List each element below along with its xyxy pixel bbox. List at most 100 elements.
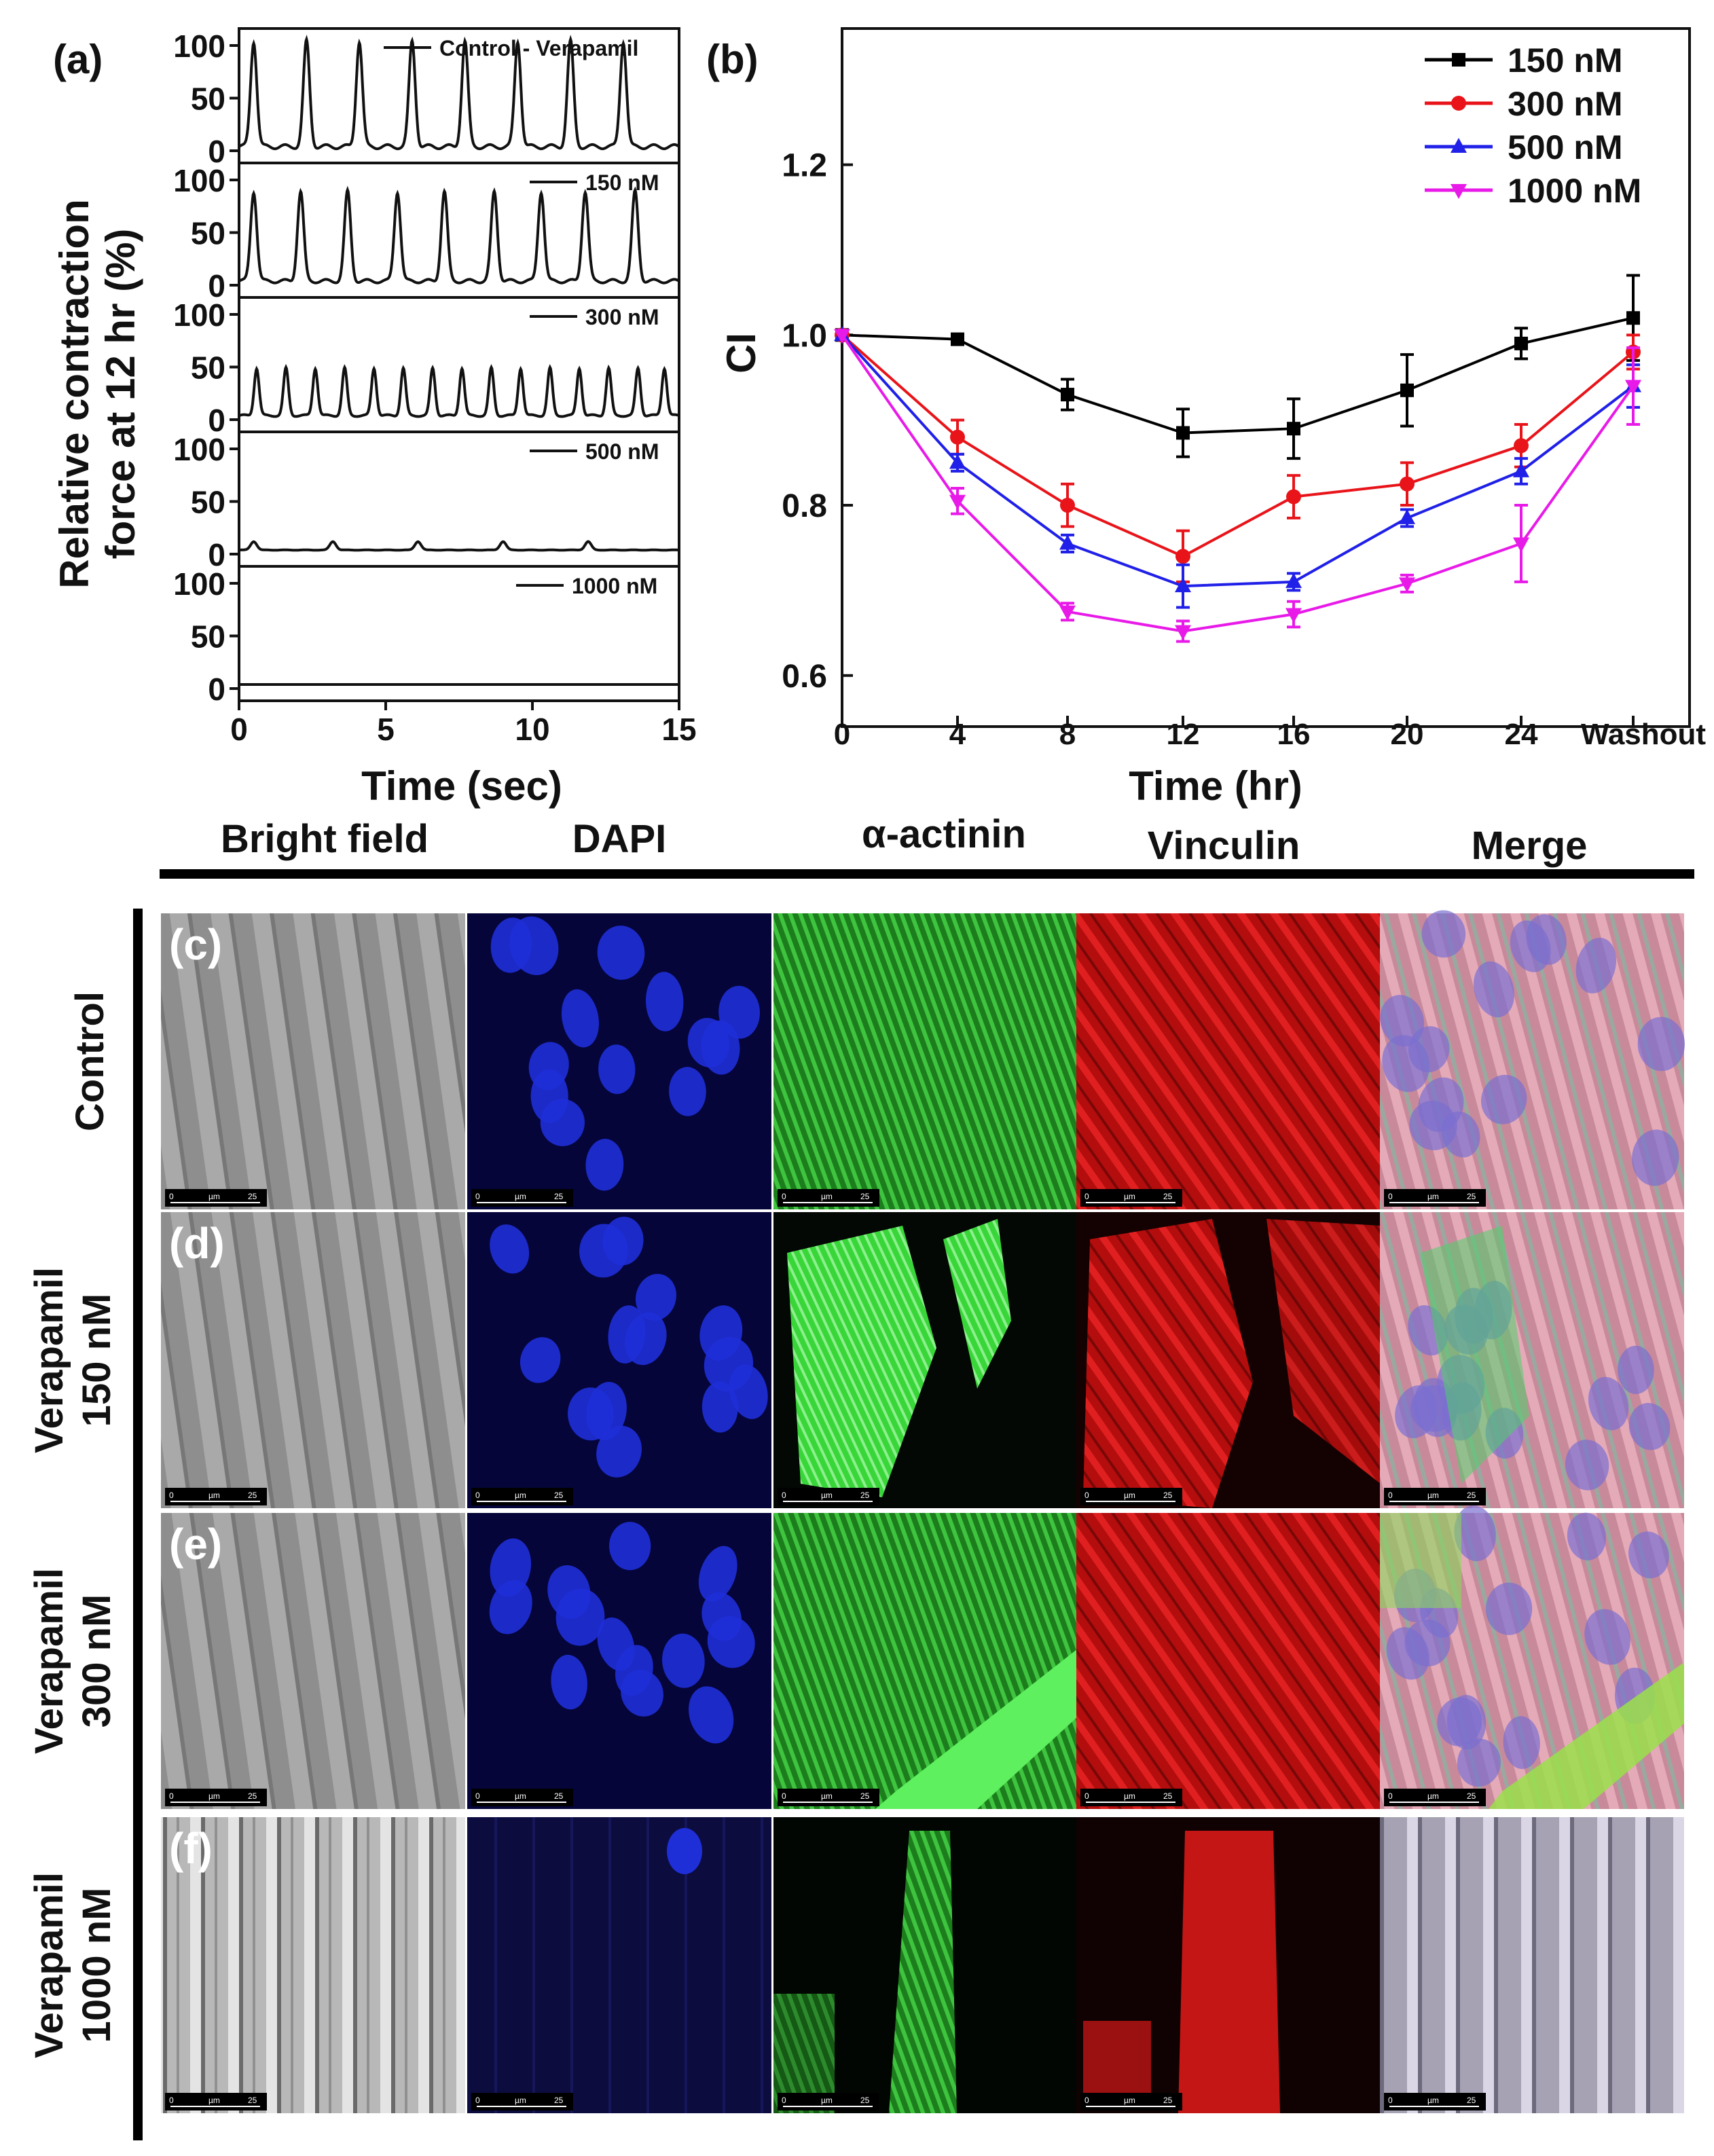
scale-bar-zero: 0 (475, 2096, 480, 2105)
cell-region (875, 1649, 1078, 1809)
scale-bar: 0 µm 25 (1080, 2093, 1182, 2111)
panel-b-series (834, 274, 1641, 643)
nucleus (1567, 1512, 1606, 1560)
scale-bar-unit: µm (515, 1791, 526, 1801)
panel-b-ticks: 0.6 0.8 1.0 1.2 0 4 8 12 16 20 24 Washout (782, 148, 1706, 751)
column-header: DAPI (572, 817, 667, 861)
micrograph-column-headers: Bright field DAPI α-actinin Vinculin Merge (221, 812, 1587, 868)
cell-region (943, 1219, 1011, 1389)
scale-bar: 0 µm 25 (1080, 1488, 1182, 1505)
nucleus (701, 1381, 738, 1433)
strip-frame (238, 431, 680, 568)
nucleus (1480, 1074, 1527, 1125)
nucleus (1584, 1609, 1630, 1665)
scale-bar: 0 µm 25 (471, 1189, 573, 1207)
data-point (1399, 509, 1415, 524)
nucleus (609, 1522, 651, 1571)
strip-frame (238, 162, 680, 299)
nucleus (1588, 1376, 1629, 1431)
y-tick-label: 100 (173, 297, 225, 333)
scale-bar: 0 µm 25 (1384, 1488, 1486, 1505)
legend-label: 300 nM (1508, 85, 1623, 123)
nucleus (598, 1044, 636, 1095)
data-point (1452, 53, 1465, 67)
waveform-strip: 100 50 0 1000 nM (173, 565, 680, 707)
scale-bar-unit: µm (208, 1491, 220, 1500)
waveform-strip: 100 50 0 150 nM (173, 162, 680, 304)
scale-bar-value: 25 (554, 1192, 564, 1201)
row-name: Control (68, 991, 112, 1131)
nucleus (551, 1654, 587, 1710)
nucleus (1485, 1582, 1533, 1635)
scale-bar-value: 25 (1467, 1791, 1476, 1801)
cell-region (1266, 1219, 1381, 1484)
panel-b-plot-frame (841, 27, 1691, 728)
nucleus (689, 1686, 734, 1744)
scale-bar-background (165, 1189, 267, 1207)
nucleus (645, 972, 684, 1031)
scale-bar-value: 25 (860, 1192, 870, 1201)
data-point (949, 494, 966, 510)
scale-bar-value: 25 (1163, 2096, 1173, 2105)
y-tick-label: 100 (173, 432, 225, 467)
row-name: Verapamil (27, 1568, 71, 1754)
scale-bar-background (778, 1789, 879, 1806)
nucleus (597, 926, 645, 980)
header-divider (160, 869, 1694, 879)
series-path (841, 316, 1634, 435)
scale-bar-background (471, 2093, 573, 2111)
panel-letter: (d) (169, 1219, 225, 1268)
cell-region (1421, 1226, 1529, 1484)
nucleus (561, 989, 599, 1048)
y-tick-label: 0 (208, 134, 225, 169)
scale-bar-background (1080, 1488, 1182, 1505)
data-point (1059, 534, 1076, 550)
scale-bar: 0 µm 25 (1384, 1789, 1486, 1806)
scale-bar-value: 25 (1467, 1192, 1476, 1201)
micrograph-image (1380, 1817, 1684, 2113)
cell-region (1489, 1662, 1684, 1809)
data-point (1176, 426, 1190, 440)
scale-bar-background (1384, 1789, 1486, 1806)
micrograph-tile: 0 µm 25 (161, 1817, 465, 2113)
scale-bar-value: 25 (860, 1791, 870, 1801)
scale-bar-unit: µm (1427, 2096, 1439, 2105)
scale-bar-zero: 0 (475, 1491, 480, 1500)
micrograph-tile: 0 µm 25 (161, 1513, 465, 1809)
scale-bar-unit: µm (1124, 1791, 1135, 1801)
cell-region (1178, 1831, 1280, 2113)
nucleus (1565, 1440, 1609, 1491)
waveform-line (238, 35, 680, 151)
strip-legend: 1000 nM (572, 574, 657, 598)
nucleus (1637, 1017, 1685, 1072)
scale-bar-zero: 0 (1084, 2096, 1089, 2105)
nucleus (547, 1565, 591, 1619)
y-tick-label: 50 (191, 619, 225, 655)
micrograph-tile: 0 µm 25 (1076, 1513, 1381, 1809)
data-point (1514, 336, 1528, 350)
scale-bar-unit: µm (821, 1791, 833, 1801)
column-header: α-actinin (862, 812, 1026, 856)
scale-bar-background (778, 2093, 879, 2111)
scale-bar-unit: µm (1124, 1491, 1135, 1500)
scale-bar-unit: µm (515, 2096, 526, 2105)
scale-bar-value: 25 (1467, 1491, 1476, 1500)
data-point (1451, 138, 1467, 153)
micrograph-tile: 0 µm 25 (773, 913, 1078, 1209)
scale-bar-value: 25 (1163, 1192, 1173, 1201)
scale-bar-value: 25 (248, 2096, 257, 2105)
micrograph-tile: 0 µm 25 (467, 1817, 771, 2113)
cell-region (787, 1226, 936, 1497)
scale-bar-value: 25 (248, 1491, 257, 1500)
micrograph-tile: 0 µm 25 (773, 1513, 1078, 1809)
micrograph-tile: 0 µm 25 (467, 1513, 771, 1809)
row-name: Verapamil (27, 1267, 71, 1453)
scale-bar-background (1384, 1189, 1486, 1207)
waveform-line (238, 185, 680, 285)
column-header: Merge (1472, 824, 1588, 868)
scale-bar-background (778, 1189, 879, 1207)
scale-bar-zero: 0 (169, 1192, 174, 1201)
waveform-strip: 100 50 0 Control - Verapamil (173, 27, 680, 169)
panel-b-xlabel: Time (hr) (1129, 763, 1302, 809)
